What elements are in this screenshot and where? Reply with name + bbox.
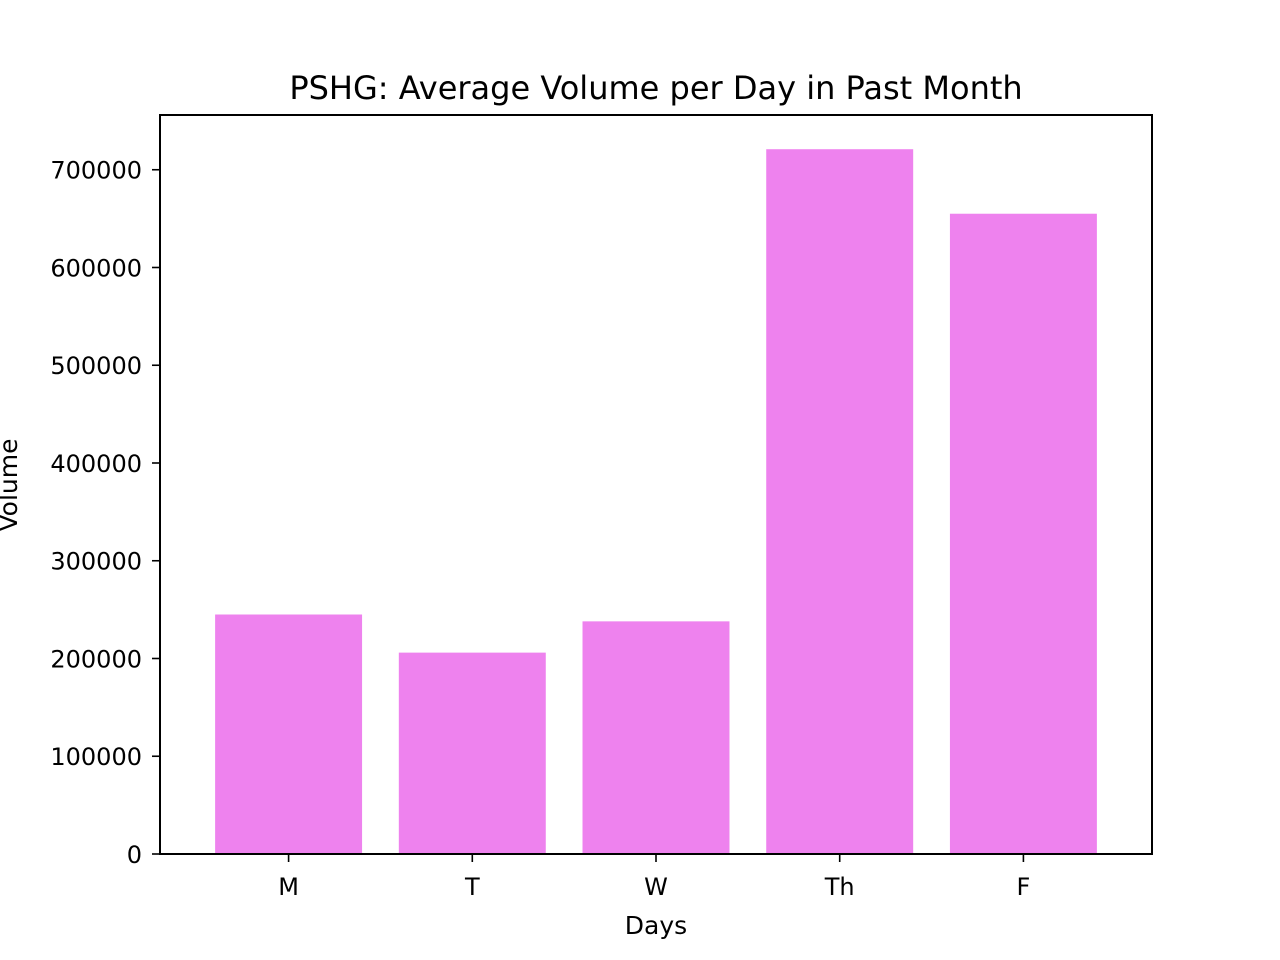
bar-f xyxy=(949,213,1097,855)
y-tick-label: 0 xyxy=(127,841,142,869)
bar-t xyxy=(398,652,546,854)
bar-th xyxy=(766,149,914,855)
y-axis-ticks: 0 100000 200000 300000 400000 500000 600000 700… xyxy=(50,157,160,869)
y-tick-label: 200000 xyxy=(50,645,142,673)
y-tick-label: 600000 xyxy=(50,254,142,282)
y-tick-label: 300000 xyxy=(50,548,142,576)
x-tick-label: M xyxy=(278,873,299,901)
bars-group xyxy=(215,149,1097,855)
plot-frame xyxy=(159,114,1153,855)
x-tick-label: T xyxy=(464,873,480,901)
y-tick-label: 100000 xyxy=(50,743,142,771)
x-tick-label: Th xyxy=(824,873,855,901)
y-axis-label: Volume xyxy=(0,439,23,532)
x-axis-ticks: M T W Th F xyxy=(278,854,1030,901)
y-tick-label: 700000 xyxy=(50,157,142,185)
x-axis-label: Days xyxy=(625,911,687,940)
bar-w xyxy=(582,621,730,854)
y-tick-label: 500000 xyxy=(50,352,142,380)
x-tick-label: W xyxy=(644,873,668,901)
chart-title: PSHG: Average Volume per Day in Past Mon… xyxy=(289,69,1022,107)
bar-m xyxy=(215,614,363,854)
x-tick-label: F xyxy=(1017,873,1031,901)
y-tick-label: 400000 xyxy=(50,450,142,478)
